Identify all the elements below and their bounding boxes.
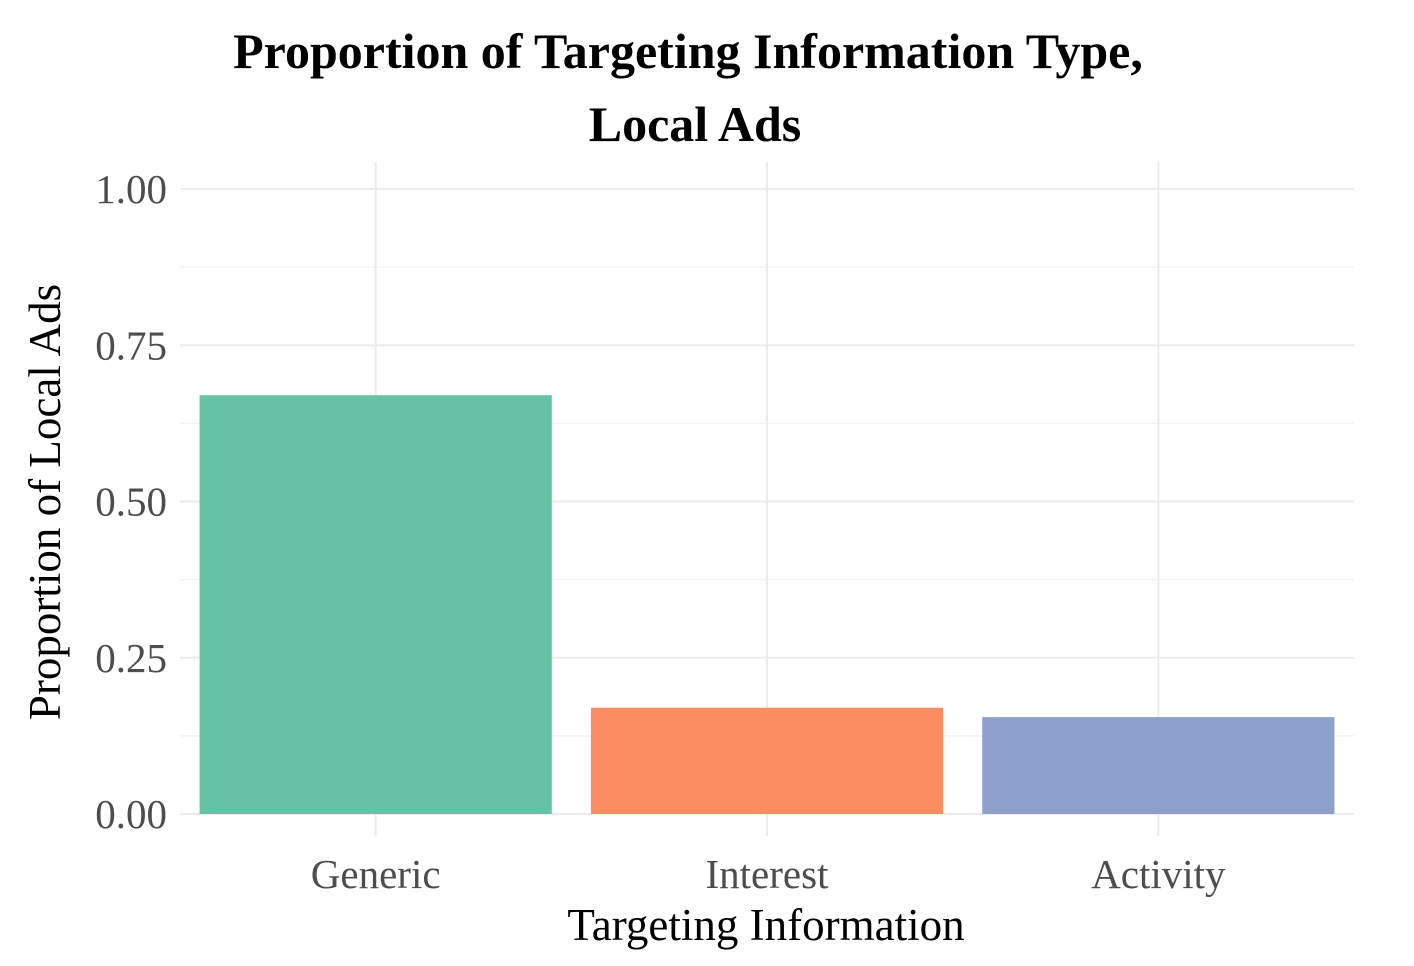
x-tick-label-activity: Activity	[1091, 851, 1226, 897]
bar-interest	[590, 707, 944, 814]
y-axis-title: Proportion of Local Ads	[20, 284, 70, 720]
bar-generic	[199, 395, 552, 814]
x-tick-labels: Generic Interest Activity	[311, 851, 1226, 897]
y-tick-label: 1.00	[95, 166, 167, 212]
bar-activity	[982, 717, 1335, 814]
y-tick-label: 0.25	[95, 635, 167, 681]
x-tick-label-generic: Generic	[311, 851, 441, 897]
chart-title-line-1: Proportion of Targeting Information Type…	[233, 23, 1143, 79]
y-tick-labels: 0.00 0.25 0.50 0.75 1.00	[95, 166, 167, 837]
y-tick-label: 0.50	[95, 479, 167, 525]
bars	[199, 395, 1335, 814]
x-axis-title: Targeting Information	[567, 900, 964, 950]
chart-title-line-2: Local Ads	[589, 96, 802, 152]
y-tick-label: 0.75	[95, 322, 167, 368]
x-tick-label-interest: Interest	[706, 851, 830, 897]
y-tick-label: 0.00	[95, 791, 167, 837]
